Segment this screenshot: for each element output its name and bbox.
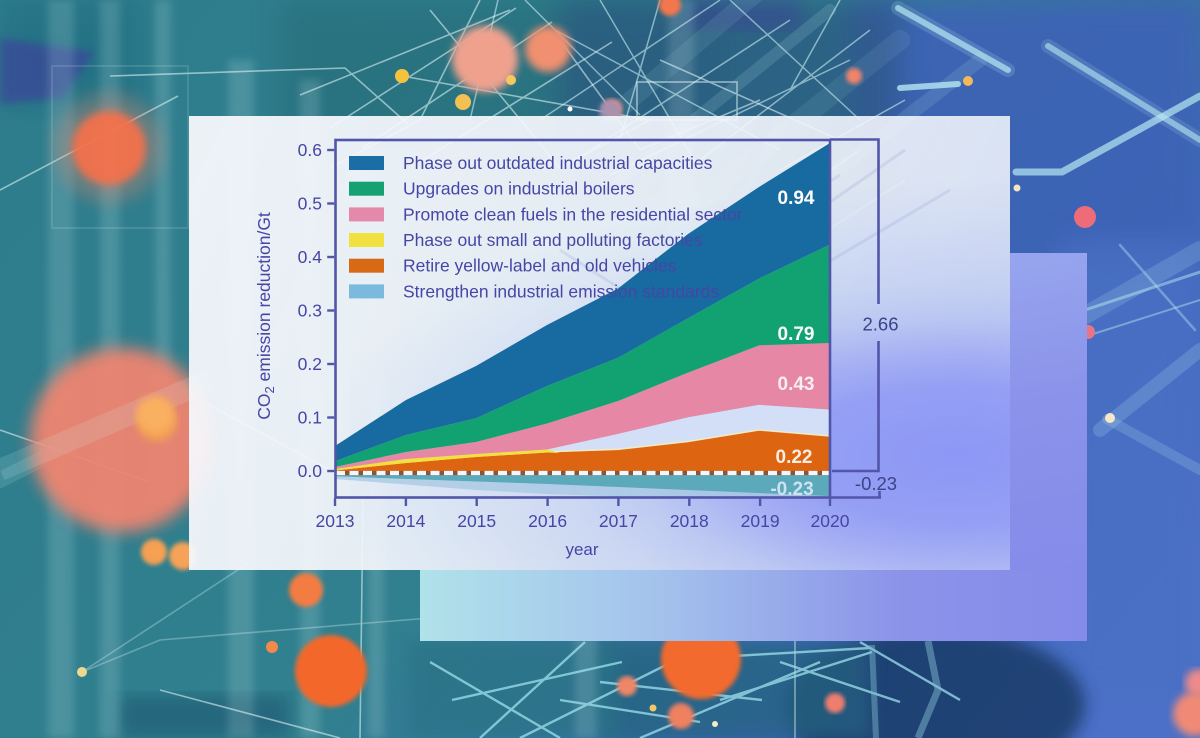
svg-text:2014: 2014	[386, 511, 425, 531]
svg-text:2016: 2016	[528, 511, 567, 531]
svg-text:0.6: 0.6	[298, 140, 322, 160]
svg-text:Promote clean fuels in the res: Promote clean fuels in the residential s…	[403, 204, 743, 224]
svg-text:Strengthen industrial emission: Strengthen industrial emission standards	[403, 281, 719, 301]
svg-text:2.66: 2.66	[862, 314, 898, 335]
svg-text:year: year	[565, 540, 598, 559]
svg-text:CO2 emission reduction/Gt: CO2 emission reduction/Gt	[254, 212, 277, 420]
svg-text:2019: 2019	[741, 511, 780, 531]
svg-text:0.94: 0.94	[778, 188, 815, 209]
svg-text:2018: 2018	[670, 511, 709, 531]
svg-text:Phase out small and polluting: Phase out small and polluting factories	[403, 230, 703, 250]
svg-text:0.22: 0.22	[776, 447, 813, 468]
svg-text:-0.23: -0.23	[770, 479, 813, 500]
svg-text:0.1: 0.1	[298, 408, 322, 428]
svg-text:2020: 2020	[811, 511, 850, 531]
svg-text:2015: 2015	[457, 511, 496, 531]
svg-text:Upgrades on industrial boilers: Upgrades on industrial boilers	[403, 179, 635, 199]
svg-text:0.0: 0.0	[298, 461, 323, 481]
svg-text:0.79: 0.79	[778, 324, 815, 345]
svg-text:0.5: 0.5	[298, 194, 322, 214]
svg-text:0.43: 0.43	[778, 374, 815, 395]
svg-text:0.2: 0.2	[298, 354, 322, 374]
svg-text:0.3: 0.3	[298, 301, 322, 321]
svg-text:-0.23: -0.23	[855, 473, 897, 494]
svg-text:Phase out outdated industrial: Phase out outdated industrial capacities	[403, 153, 713, 173]
svg-text:0.4: 0.4	[298, 247, 323, 267]
svg-text:2013: 2013	[316, 511, 355, 531]
svg-text:2017: 2017	[599, 511, 638, 531]
svg-text:Retire yellow-label and old ve: Retire yellow-label and old vehicles	[403, 256, 677, 276]
